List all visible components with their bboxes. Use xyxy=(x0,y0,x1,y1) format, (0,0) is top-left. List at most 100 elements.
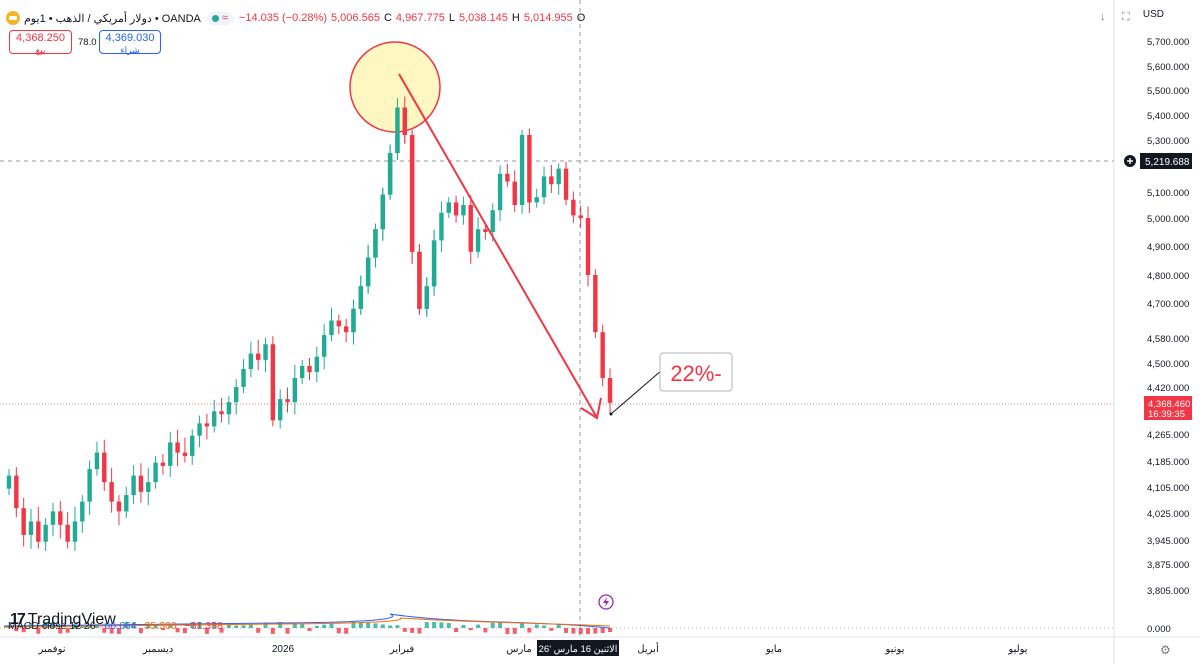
price-tick-label: 4,800.000 xyxy=(1147,271,1189,282)
currency-label[interactable]: USD xyxy=(1142,9,1164,20)
macd-name: MACD close 12 26 xyxy=(8,620,96,632)
market-status[interactable]: ≈ xyxy=(206,11,233,25)
candle xyxy=(607,368,613,414)
candle-body xyxy=(600,332,605,378)
candle xyxy=(226,396,232,425)
candle-body xyxy=(43,524,48,542)
candle-body xyxy=(541,176,547,198)
price-tick-label: 5,000.000 xyxy=(1147,214,1189,225)
price-axis[interactable]: 5,700.000 5,600.000 5,500.000 5,400.000 5,30… xyxy=(1113,0,1192,664)
candle-body xyxy=(512,181,517,205)
macd-bar xyxy=(65,628,70,633)
macd-zero-label: 0.000 xyxy=(1147,624,1171,635)
candle-body xyxy=(556,168,561,185)
macd-bar xyxy=(593,628,598,634)
change-value: −14.035 (−0.28%) xyxy=(238,12,327,24)
trend-arrow-line xyxy=(398,73,597,417)
price-tick-label: 4,900.000 xyxy=(1147,242,1189,253)
macd-bar xyxy=(263,622,268,628)
candle-body xyxy=(255,353,261,360)
macd-bar xyxy=(109,628,114,634)
candle-body xyxy=(468,205,473,252)
candle-body xyxy=(14,475,19,509)
close-label: C xyxy=(383,12,392,24)
macd-bar xyxy=(322,624,327,628)
macd-bar xyxy=(270,628,275,634)
macd-bar xyxy=(512,628,517,634)
price-tick-label: 4,700.000 xyxy=(1147,299,1189,310)
sell-button[interactable]: 4,368.250 بيع xyxy=(9,30,72,55)
candle-body xyxy=(6,475,12,489)
candle-body xyxy=(263,344,268,360)
macd-signal-line xyxy=(3,617,611,628)
macd-bar xyxy=(256,628,261,633)
time-axis[interactable]: نوفمبر ديسمبر 2026 فبراير مارس أبريل مايو يونيو… xyxy=(0,636,1200,657)
macd-legend[interactable]: MACD close 12 26 66.664 35.306 −31.358 xyxy=(8,620,223,632)
candle xyxy=(307,358,312,381)
open-value: 5,014.955 xyxy=(523,12,573,24)
candle xyxy=(453,195,459,223)
macd-bar xyxy=(402,628,407,632)
drawings[interactable]: 22%- xyxy=(349,41,733,610)
candle xyxy=(600,324,605,387)
download-arrow-icon[interactable]: ↓ xyxy=(1100,11,1106,23)
macd-bar xyxy=(380,624,385,628)
candle xyxy=(497,165,503,222)
candle-body xyxy=(490,210,495,232)
candle-body xyxy=(321,335,327,357)
plus-icon xyxy=(1127,158,1133,164)
candle-body xyxy=(505,173,510,182)
macd-bar xyxy=(490,622,495,628)
candle xyxy=(219,397,224,423)
candle-body xyxy=(36,521,41,542)
macd-bar xyxy=(212,622,217,628)
crosshair-date-text: الاثنين 16 مارس '26 xyxy=(539,644,618,655)
last-price-text: 4,368.460 xyxy=(1148,399,1190,410)
tradingview-logo[interactable]: 17 TradingView xyxy=(10,611,116,629)
high-value: 5,038.145 xyxy=(458,12,508,24)
candle xyxy=(556,163,561,195)
macd-bar xyxy=(58,628,63,634)
macd-bar xyxy=(80,625,85,628)
candle xyxy=(6,469,12,496)
candle-body xyxy=(58,511,63,525)
macd-bar xyxy=(168,624,173,628)
candle xyxy=(527,128,532,214)
symbol-title[interactable]: دولار أمريكي / الذهب • 1يوم • OANDA xyxy=(24,12,201,25)
candle-body xyxy=(402,107,407,135)
macd-bar xyxy=(556,624,561,628)
price-tick-label: 4,500.000 xyxy=(1147,359,1189,370)
candle-body xyxy=(248,353,254,369)
time-label: فبراير xyxy=(389,644,415,655)
candle-body xyxy=(417,251,422,309)
candle-body xyxy=(527,135,532,203)
candle-body xyxy=(373,229,378,258)
fullscreen-icon[interactable]: ⛶ xyxy=(1122,11,1130,23)
candle-body xyxy=(65,524,70,542)
candle-body xyxy=(439,212,444,241)
candle xyxy=(175,430,180,467)
candle xyxy=(65,512,70,549)
price-tick-label: 5,300.000 xyxy=(1147,136,1189,147)
macd-bar xyxy=(549,628,554,631)
candle xyxy=(43,518,48,551)
buy-price: 4,369.030 xyxy=(105,32,155,44)
candle xyxy=(578,205,583,228)
buy-button[interactable]: 4,369.030 شراء xyxy=(99,30,161,55)
callout-line xyxy=(610,369,663,415)
candle-body xyxy=(116,501,122,512)
macd-bar xyxy=(366,622,371,628)
candle xyxy=(571,191,576,223)
macd-bar xyxy=(505,628,510,634)
candle-body xyxy=(380,194,385,230)
candle xyxy=(329,307,334,342)
symbol-header[interactable]: دولار أمريكي / الذهب • 1يوم • OANDA ≈ −1… xyxy=(6,9,589,27)
macd-bar xyxy=(476,624,481,628)
candle xyxy=(321,324,327,370)
macd-bar xyxy=(446,622,451,628)
candle xyxy=(109,467,114,513)
candle-body xyxy=(241,369,246,387)
macd-bar xyxy=(300,623,305,628)
candle xyxy=(483,223,488,240)
